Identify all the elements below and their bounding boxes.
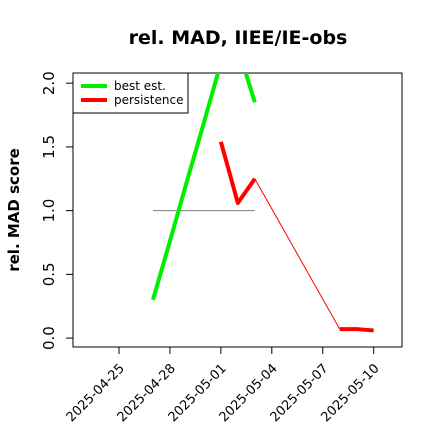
y-axis-label: rel. MAD score: [5, 148, 23, 272]
series-line: [151, 73, 257, 301]
y-tick-label: 1.5: [40, 135, 58, 159]
plot-box: [72, 72, 403, 348]
legend: best est.persistence: [72, 72, 189, 114]
y-tick-label: 1.0: [40, 199, 58, 223]
legend-label: persistence: [114, 93, 183, 107]
series-line: [339, 327, 374, 333]
y-tick-label: 2.0: [40, 71, 58, 95]
gap-connector: [254, 178, 341, 330]
series-line: [218, 141, 257, 205]
plot-area: [151, 73, 374, 333]
legend-label: best est.: [114, 79, 166, 93]
y-tick-label: 0.0: [40, 326, 58, 350]
legend-box: [72, 72, 189, 114]
chart-title: rel. MAD, IIEE/IE-obs: [129, 27, 348, 49]
y-tick-label: 0.5: [40, 262, 58, 286]
